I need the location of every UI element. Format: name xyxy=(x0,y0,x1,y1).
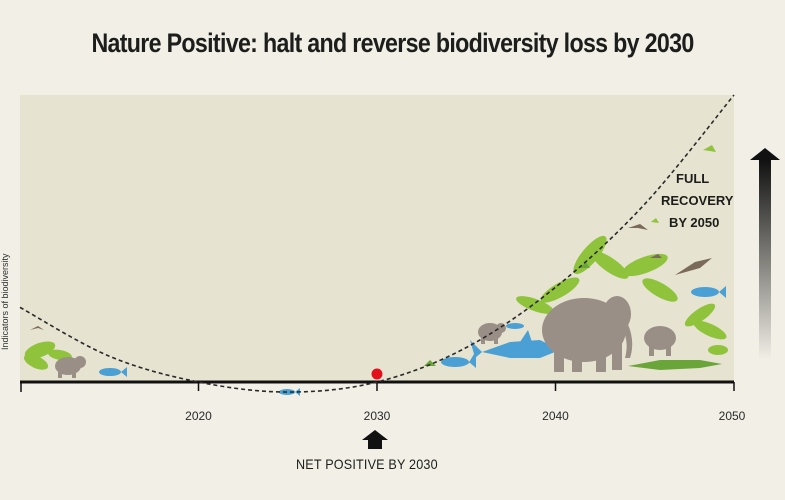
biodiversity-curve xyxy=(19,94,735,393)
fish-icon xyxy=(279,388,300,396)
x-tick-label: 2030 xyxy=(364,409,391,423)
fish-icon xyxy=(441,286,726,368)
up-arrow-icon xyxy=(362,430,388,449)
net-positive-label: NET POSITIVE BY 2030 xyxy=(296,456,438,472)
elephant-icon xyxy=(542,296,633,372)
x-axis-ticks: 2020 2030 2040 2050 xyxy=(20,382,746,423)
y-axis-label: Indicators of biodiversity xyxy=(0,253,10,350)
net-positive-point xyxy=(371,368,383,380)
full-recovery-line-1: FULL xyxy=(676,171,709,186)
wildlife-illustration xyxy=(23,145,728,396)
bird-icon xyxy=(651,145,716,223)
bird-icon xyxy=(30,326,44,330)
bird-icon xyxy=(628,224,712,275)
elephant-icon xyxy=(55,356,86,378)
gradient-arrow-icon xyxy=(750,148,780,360)
shark-icon xyxy=(468,330,560,364)
elephant-icon xyxy=(478,323,676,356)
x-tick-label: 2040 xyxy=(542,409,569,423)
full-recovery-line-3: BY 2050 xyxy=(669,215,719,230)
full-recovery-line-2: RECOVERY xyxy=(661,193,734,208)
x-tick-label: 2020 xyxy=(185,409,212,423)
bird-icon xyxy=(424,262,590,366)
fish-icon xyxy=(99,367,127,377)
crocodile-icon xyxy=(628,360,722,370)
x-tick-label: 2050 xyxy=(719,409,746,423)
chart-title: Nature Positive: halt and reverse biodiv… xyxy=(91,28,694,58)
